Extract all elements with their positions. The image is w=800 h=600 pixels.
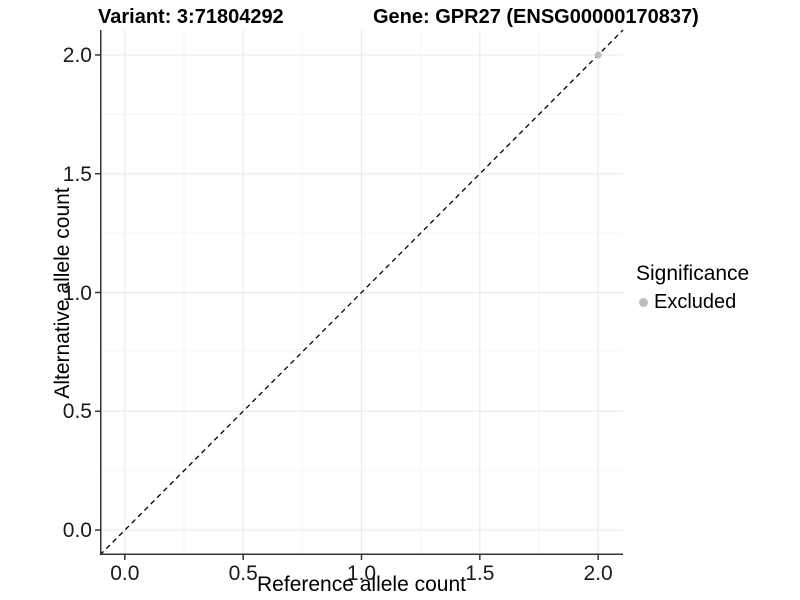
legend-title: Significance <box>636 262 750 285</box>
y-tick-label: 1.5 <box>62 162 92 186</box>
x-tick-label: 0.0 <box>110 562 140 585</box>
y-tick-label: 0.0 <box>62 519 92 543</box>
x-axis-title: Reference allele count <box>257 573 466 596</box>
legend-point-icon <box>639 297 648 307</box>
plot-panel <box>95 29 624 560</box>
y-tick-label: 1.0 <box>62 281 92 305</box>
plot-title-gene: Gene: GPR27 (ENSG00000170837) <box>373 6 699 28</box>
legend-item-excluded: Excluded <box>636 290 749 314</box>
x-tick-label: 2.0 <box>583 562 613 585</box>
y-tick-label: 2.0 <box>62 43 92 67</box>
y-tick-label: 0.5 <box>62 400 92 424</box>
identity-line <box>99 29 624 556</box>
x-tick-label: 1.5 <box>465 562 495 585</box>
plot-title-variant: Variant: 3:71804292 <box>98 6 284 28</box>
legend-item-label: Excluded <box>654 291 737 313</box>
x-tick-label: 1.0 <box>346 562 377 585</box>
legend: Significance Excluded <box>636 261 749 314</box>
x-tick-label: 0.5 <box>228 562 258 585</box>
data-point-excluded <box>594 51 602 59</box>
